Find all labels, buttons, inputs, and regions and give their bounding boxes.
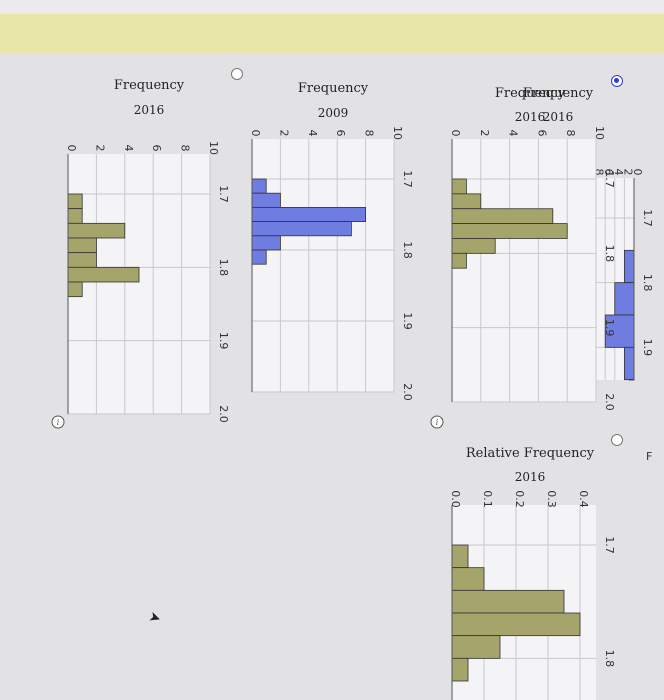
value-tick-label: 2 <box>478 130 491 137</box>
histogram-bar <box>451 178 467 195</box>
bin-tick-label: 1.7 <box>603 536 616 554</box>
value-tick-label: 8 <box>564 130 577 137</box>
histogram-bar <box>251 221 352 237</box>
value-tick-label: 10 <box>207 141 220 155</box>
histogram-bar <box>251 206 366 222</box>
bin-tick-label: 1.7 <box>641 209 654 227</box>
value-tick-label: 4 <box>612 169 625 176</box>
bin-tick-label: 1.8 <box>641 274 654 292</box>
histogram-bar <box>451 252 467 269</box>
info-icon <box>430 415 444 429</box>
value-tick-label: 0 <box>249 130 262 137</box>
histogram-bar <box>451 238 496 254</box>
histogram-bar <box>251 235 281 251</box>
value-tick-label: 0.1 <box>481 490 494 508</box>
value-tick-label: 10 <box>593 126 606 140</box>
histogram-bar <box>451 589 565 614</box>
bin-tick-label: 1.8 <box>401 241 414 259</box>
histogram-bar <box>67 222 126 239</box>
value-tick-label: 4 <box>306 130 319 137</box>
histogram-bar <box>451 544 469 569</box>
histogram-bar <box>451 612 581 637</box>
value-tick-label: 0.2 <box>513 490 526 508</box>
chart-title: Relative Frequency <box>466 446 595 461</box>
chart-subtitle: 2009 <box>318 106 349 120</box>
histogram-bar <box>451 635 501 659</box>
chart-subtitle: 2016 <box>515 110 546 124</box>
histogram-bar <box>67 193 83 210</box>
value-tick-label: 6 <box>334 130 347 137</box>
histogram-bar <box>251 249 267 265</box>
chart-subtitle: 2016 <box>134 103 165 117</box>
chart-title: Frequency <box>114 78 185 93</box>
histogram-bar <box>604 314 635 348</box>
chart-subtitle: 2016 <box>543 110 574 124</box>
bin-tick-label: 1.7 <box>217 185 230 203</box>
plot-area <box>452 139 596 402</box>
value-tick-label: 4 <box>507 130 520 137</box>
histogram-bar <box>451 657 469 682</box>
histogram-bar <box>451 193 482 210</box>
info-icon <box>51 415 65 429</box>
bin-tick-label: 2.0 <box>401 383 414 401</box>
bin-tick-label: 1.9 <box>641 339 654 357</box>
bin-tick-label: 2.0 <box>603 393 616 411</box>
value-tick-label: 10 <box>391 126 404 140</box>
value-tick-label: 0 <box>631 169 644 176</box>
bin-tick-label: 1.9 <box>603 319 616 337</box>
histogram-bar <box>67 237 97 254</box>
value-tick-label: 6 <box>602 169 615 176</box>
info-icon-glyph: i <box>57 418 60 427</box>
radio-option-b[interactable] <box>611 434 623 446</box>
histogram-bar <box>614 282 635 316</box>
value-tick-label: 8 <box>179 145 192 152</box>
histogram-bar <box>624 346 635 381</box>
radio-option-a[interactable] <box>611 75 623 87</box>
value-tick-label: 0.0 <box>449 490 462 508</box>
histogram-bar <box>451 223 568 239</box>
histogram-bar <box>451 208 554 225</box>
question-banner <box>0 14 664 54</box>
chart-title: Frequency <box>298 81 369 96</box>
radio-option-c[interactable] <box>231 68 243 80</box>
stray-label: F <box>646 450 653 463</box>
histogram-bar <box>451 567 485 591</box>
bin-tick-label: 1.7 <box>401 170 414 188</box>
bin-tick-label: 1.9 <box>217 332 230 350</box>
bin-tick-label: 1.9 <box>401 312 414 330</box>
histogram-bar <box>67 252 97 268</box>
value-tick-label: 6 <box>150 145 163 152</box>
value-tick-label: 8 <box>593 169 606 176</box>
chart-subtitle: 2016 <box>515 470 546 484</box>
chart-title: Frequency <box>495 86 566 101</box>
value-tick-label: 0 <box>449 130 462 137</box>
bin-tick-label: 1.8 <box>217 259 230 277</box>
value-tick-label: 4 <box>122 145 135 152</box>
bin-tick-label: 1.7 <box>603 170 616 188</box>
value-tick-label: 2 <box>277 130 290 137</box>
chart-title: Frequency <box>523 86 594 101</box>
histogram-bar <box>67 281 83 298</box>
value-tick-label: 0.4 <box>577 490 590 508</box>
value-tick-label: 2 <box>93 145 106 152</box>
value-tick-label: 6 <box>535 130 548 137</box>
histogram-bar <box>251 192 281 208</box>
plot-area <box>252 139 394 392</box>
bin-tick-label: 1.8 <box>603 245 616 262</box>
plot-area <box>68 154 210 414</box>
value-tick-label: 8 <box>363 130 376 137</box>
bin-tick-label: 1.8 <box>603 650 616 668</box>
info-icon-glyph: i <box>436 418 439 427</box>
value-tick-label: 0.3 <box>545 490 558 508</box>
value-tick-label: 2 <box>621 169 634 176</box>
top-strip <box>0 0 664 14</box>
histogram-bar <box>624 249 635 284</box>
histogram-bar <box>251 178 267 194</box>
histogram-bar <box>67 208 83 224</box>
histogram-bar <box>67 266 140 283</box>
bin-tick-label: 2.0 <box>217 405 230 423</box>
value-tick-label: 0 <box>65 145 78 152</box>
